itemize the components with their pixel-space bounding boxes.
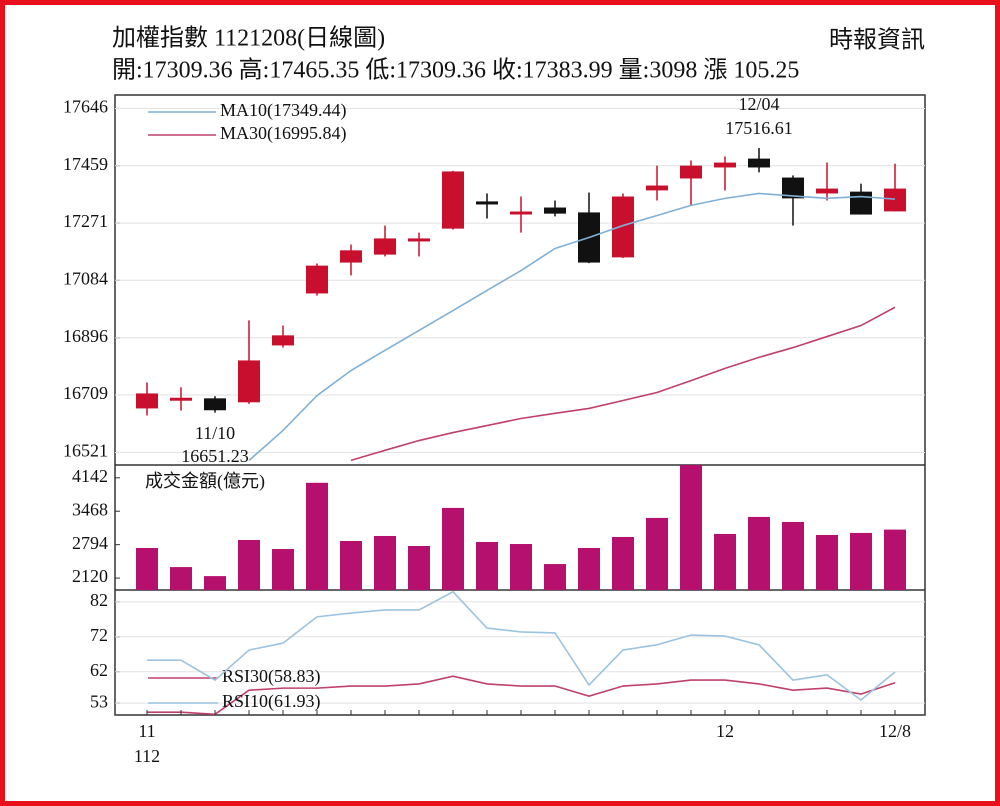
annotation-value: 16651.23 (181, 446, 249, 466)
bar (238, 540, 260, 590)
x-year-label: 112 (134, 746, 160, 766)
line (350, 306, 896, 462)
y-tick-label: 2120 (72, 566, 108, 586)
y-tick-label: 16896 (63, 326, 108, 346)
candle-body (136, 393, 158, 409)
y-tick-label: 17459 (63, 154, 108, 174)
bar (340, 540, 362, 590)
bar (748, 516, 770, 590)
bar (204, 576, 226, 590)
y-tick-label: 82 (90, 590, 108, 610)
y-tick-label: 53 (90, 691, 108, 711)
candle-body (340, 250, 362, 263)
candle-body (714, 162, 736, 168)
bar (578, 547, 600, 590)
bar (408, 546, 430, 590)
candle-body (884, 188, 906, 212)
candle-body (748, 158, 770, 168)
legend-label: MA10(17349.44) (220, 100, 347, 121)
candle-body (476, 201, 498, 205)
bar (714, 533, 736, 590)
legend-label: MA30(16995.84) (220, 123, 347, 144)
candle-body (238, 360, 260, 403)
y-tick-label: 16521 (63, 441, 108, 461)
line (147, 675, 896, 716)
bar (170, 567, 192, 590)
y-tick-label: 17271 (63, 211, 108, 231)
candle-body (170, 397, 192, 401)
bar (442, 507, 464, 590)
bar (476, 541, 498, 590)
bar (374, 535, 396, 590)
y-tick-label: 62 (90, 660, 108, 680)
bar (782, 521, 804, 590)
y-tick-label: 72 (90, 625, 108, 645)
candle-body (204, 398, 226, 411)
annotation-value: 17516.61 (725, 118, 793, 138)
frame (114, 94, 926, 716)
candle-body (612, 196, 634, 258)
x-tick-label: 12 (716, 721, 734, 741)
candle-body (850, 191, 872, 215)
bar (272, 549, 294, 590)
summary: 開:17309.36 高:17465.35 低:17309.36 收:17383… (112, 57, 799, 84)
annotation-date: 12/04 (738, 94, 779, 114)
candle-body (306, 265, 328, 294)
candle-body (408, 238, 430, 242)
candle-body (680, 165, 702, 179)
bar (544, 564, 566, 590)
candle-body (782, 177, 804, 199)
bar (816, 534, 838, 590)
source: 時報資訊 (829, 27, 925, 54)
x-tick-label: 12/8 (879, 721, 911, 741)
candle-body (510, 211, 532, 215)
bar (884, 529, 906, 590)
x-tick-label: 11 (138, 721, 155, 741)
y-tick-label: 17084 (63, 268, 108, 288)
annotation-date: 11/10 (195, 423, 235, 443)
candle-body (272, 335, 294, 346)
y-tick-label: 16709 (63, 383, 108, 403)
legend-label: RSI10(61.93) (222, 691, 321, 712)
y-tick-label: 3468 (72, 499, 108, 519)
y-tick-label: 17646 (63, 97, 108, 117)
bar (646, 517, 668, 590)
bar (612, 536, 634, 590)
title: 加權指數 1121208(日線圖) (112, 25, 385, 52)
bar (850, 532, 872, 590)
bar (306, 482, 328, 590)
candle-body (374, 238, 396, 255)
bar (680, 465, 702, 590)
y-tick-label: 2794 (72, 533, 108, 553)
candle-body (646, 185, 668, 191)
bar (136, 547, 158, 590)
candle-body (442, 171, 464, 229)
legend-label: 成交金額(億元) (145, 471, 265, 492)
candle-body (544, 207, 566, 214)
y-tick-label: 4142 (72, 466, 108, 486)
bar (510, 544, 532, 590)
candle-body (816, 188, 838, 194)
legend-label: RSI30(58.83) (222, 666, 321, 687)
line (248, 192, 896, 462)
line (147, 590, 896, 702)
